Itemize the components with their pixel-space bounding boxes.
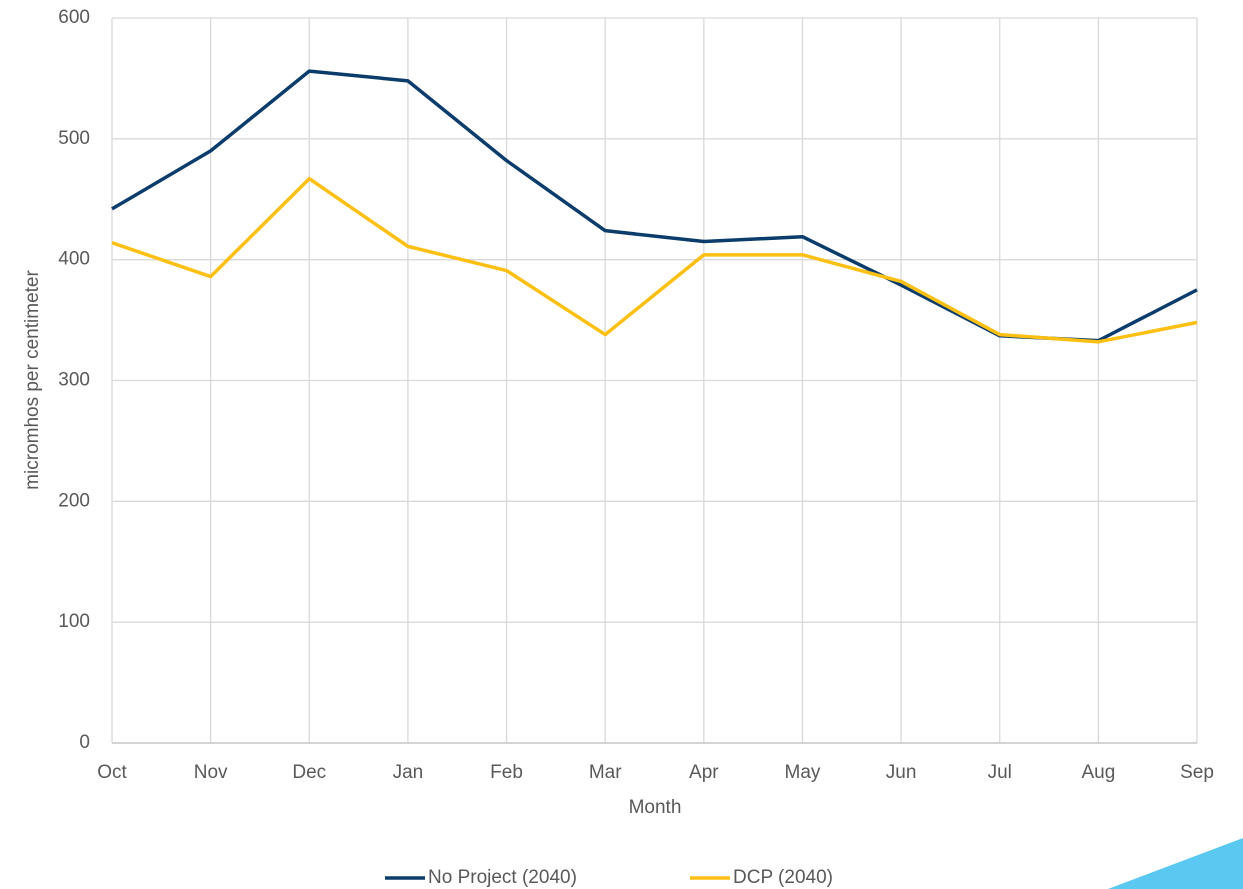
y-tick-label: 100 [58, 611, 90, 632]
y-tick-label: 200 [58, 490, 90, 511]
y-tick-label: 0 [79, 732, 90, 753]
x-tick-label: May [785, 762, 821, 783]
y-tick-label: 600 [58, 7, 90, 28]
y-tick-label: 300 [58, 370, 90, 391]
x-tick-label: Apr [689, 762, 719, 783]
x-tick-label: Feb [490, 762, 523, 783]
y-axis-label: micromhos per centimeter [22, 270, 43, 490]
x-tick-label: Jul [988, 762, 1012, 783]
x-tick-label: Nov [194, 762, 228, 783]
x-tick-label: Jun [886, 762, 917, 783]
x-tick-label: Jan [393, 762, 424, 783]
legend-label: DCP (2040) [733, 867, 833, 888]
y-tick-label: 400 [58, 249, 90, 270]
decoration [1108, 838, 1243, 889]
y-tick-label: 500 [58, 128, 90, 149]
x-tick-label: Sep [1180, 762, 1214, 783]
x-tick-label: Oct [97, 762, 127, 783]
x-axis-label: Month [629, 797, 682, 818]
x-tick-label: Mar [589, 762, 622, 783]
x-tick-label: Dec [292, 762, 326, 783]
series-line [111, 69, 1198, 343]
series-line [111, 176, 1198, 344]
x-tick-label: Aug [1081, 762, 1115, 783]
legend-label: No Project (2040) [428, 867, 577, 888]
